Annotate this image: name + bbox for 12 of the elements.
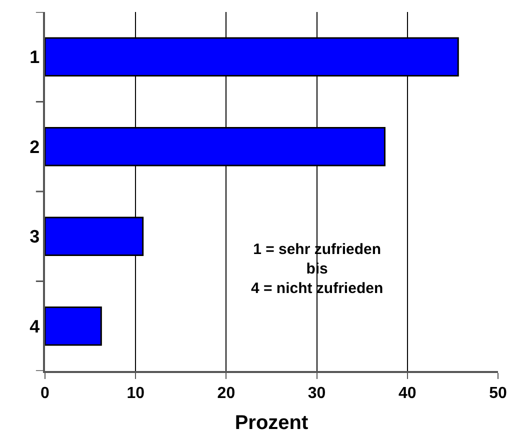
- bar: [45, 306, 102, 346]
- x-tick-label: 50: [489, 384, 507, 402]
- x-tick-label: 20: [217, 384, 236, 402]
- x-tick-label: 10: [126, 384, 145, 402]
- x-tick-label: 30: [308, 384, 326, 402]
- y-tick-label: 1: [30, 47, 40, 68]
- y-tick-label: 2: [30, 136, 40, 157]
- y-tick-label: 4: [30, 316, 40, 336]
- x-tick-label: 40: [398, 384, 416, 402]
- y-tick-label: 3: [30, 226, 40, 247]
- x-tick-label: 0: [40, 384, 50, 402]
- x-axis-title: Prozent: [234, 412, 309, 434]
